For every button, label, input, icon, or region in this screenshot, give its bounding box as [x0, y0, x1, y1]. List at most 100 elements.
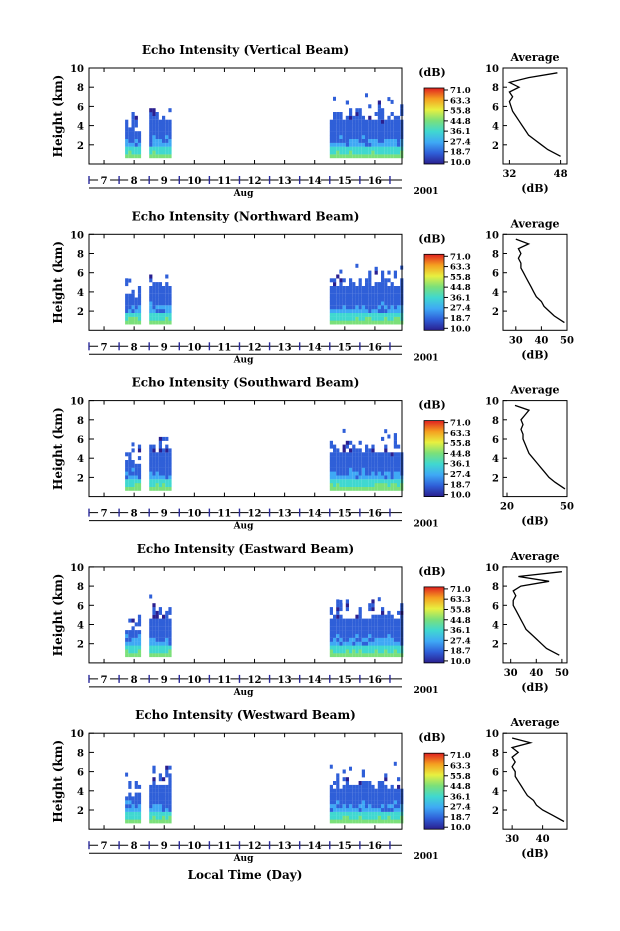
echo-cell — [149, 316, 153, 321]
echo-cell — [336, 811, 340, 816]
echo-cell — [165, 633, 169, 638]
echo-cell — [358, 312, 362, 317]
echo-cell — [134, 119, 138, 124]
day-tick-label: 14 — [308, 841, 322, 852]
echo-cell — [125, 305, 129, 310]
echo-cell — [381, 649, 385, 654]
echo-cell — [374, 150, 378, 155]
echo-cell — [149, 479, 153, 484]
echo-cell — [377, 286, 381, 290]
echo-cell — [355, 312, 359, 317]
echo-cell — [131, 119, 135, 124]
day-tick-label: 11 — [217, 509, 231, 520]
day-tick-label: 9 — [161, 342, 168, 353]
echo-cell — [137, 641, 142, 646]
echo-cell — [131, 131, 135, 136]
echo-cell — [397, 475, 401, 480]
echo-cell — [355, 800, 359, 805]
colorbar-tick-label: 55.8 — [450, 439, 471, 449]
echo-cell — [352, 456, 356, 461]
echo-cell — [381, 626, 385, 631]
echo-cell — [128, 316, 132, 321]
day-label-bg — [248, 340, 261, 353]
echo-cell — [134, 463, 138, 468]
echo-cell — [368, 309, 372, 313]
echo-cell — [368, 297, 372, 302]
echo-cell — [128, 320, 132, 325]
echo-cell — [333, 123, 337, 128]
echo-cell — [336, 289, 340, 294]
echo-cell — [365, 792, 369, 797]
echo-cell — [168, 781, 172, 785]
echo-cell — [384, 653, 388, 658]
echo-cell — [342, 123, 346, 128]
echo-cell — [333, 127, 337, 132]
echo-cell — [358, 614, 362, 619]
echo-cell — [352, 289, 356, 294]
echo-cell — [155, 645, 159, 650]
echo-cell — [358, 819, 362, 824]
echo-cell — [368, 792, 372, 797]
echo-cell — [333, 119, 337, 124]
echo-cell — [336, 135, 340, 139]
echo-cell — [374, 622, 378, 627]
echo-cell — [333, 807, 337, 812]
echo-cell — [355, 138, 359, 143]
echo-cell — [390, 819, 394, 824]
echo-cell — [361, 146, 365, 151]
echo-cell — [387, 471, 391, 476]
echo-cell — [165, 436, 169, 441]
echo-cell — [371, 289, 375, 294]
echo-cell — [368, 142, 372, 147]
echo-cell — [361, 150, 365, 155]
echo-cell — [149, 804, 153, 809]
echo-cell — [381, 436, 385, 441]
echo-cell — [131, 653, 135, 658]
echo-cell — [374, 819, 378, 824]
y-tick-label: 10 — [70, 230, 84, 241]
echo-cell — [352, 645, 356, 650]
echo-cell — [377, 456, 381, 461]
echo-cell — [371, 475, 375, 480]
echo-cell — [134, 653, 138, 658]
echo-cell — [162, 320, 166, 325]
echo-cell — [374, 142, 378, 147]
day-tick-label: 12 — [248, 176, 262, 187]
echo-cell — [365, 804, 369, 809]
echo-cell — [134, 150, 138, 155]
echo-cell — [152, 131, 156, 136]
echo-cell — [387, 127, 391, 132]
echo-cell — [355, 637, 359, 642]
day-tick-label: 16 — [368, 509, 382, 520]
echo-cell — [387, 123, 391, 128]
echo-cell — [355, 653, 359, 658]
echo-cell — [358, 316, 362, 321]
echo-cell — [336, 312, 340, 317]
echo-cell — [158, 486, 162, 491]
echo-cell — [134, 784, 138, 789]
echo-cell — [365, 630, 369, 635]
echo-cell — [397, 804, 401, 809]
echo-cell — [368, 452, 372, 457]
echo-cell — [381, 819, 385, 824]
echo-cell — [158, 135, 162, 139]
echo-cell — [390, 316, 394, 321]
echo-cell — [374, 309, 378, 313]
echo-cell — [134, 467, 138, 472]
echo-cell — [329, 649, 333, 654]
echo-cell — [355, 263, 359, 268]
echo-cell — [162, 150, 166, 155]
echo-cell — [390, 637, 394, 642]
echo-cell — [162, 819, 166, 824]
echo-cell — [349, 819, 353, 824]
echo-cell — [333, 637, 337, 642]
echo-cell — [168, 645, 172, 650]
echo-cell — [165, 297, 169, 302]
echo-cell — [371, 154, 375, 159]
echo-cell — [152, 781, 156, 785]
echo-cell — [387, 297, 391, 302]
y-tick-label: 2 — [77, 640, 84, 651]
echo-cell — [361, 297, 365, 302]
echo-cell — [361, 289, 365, 294]
echo-cell — [371, 131, 375, 136]
